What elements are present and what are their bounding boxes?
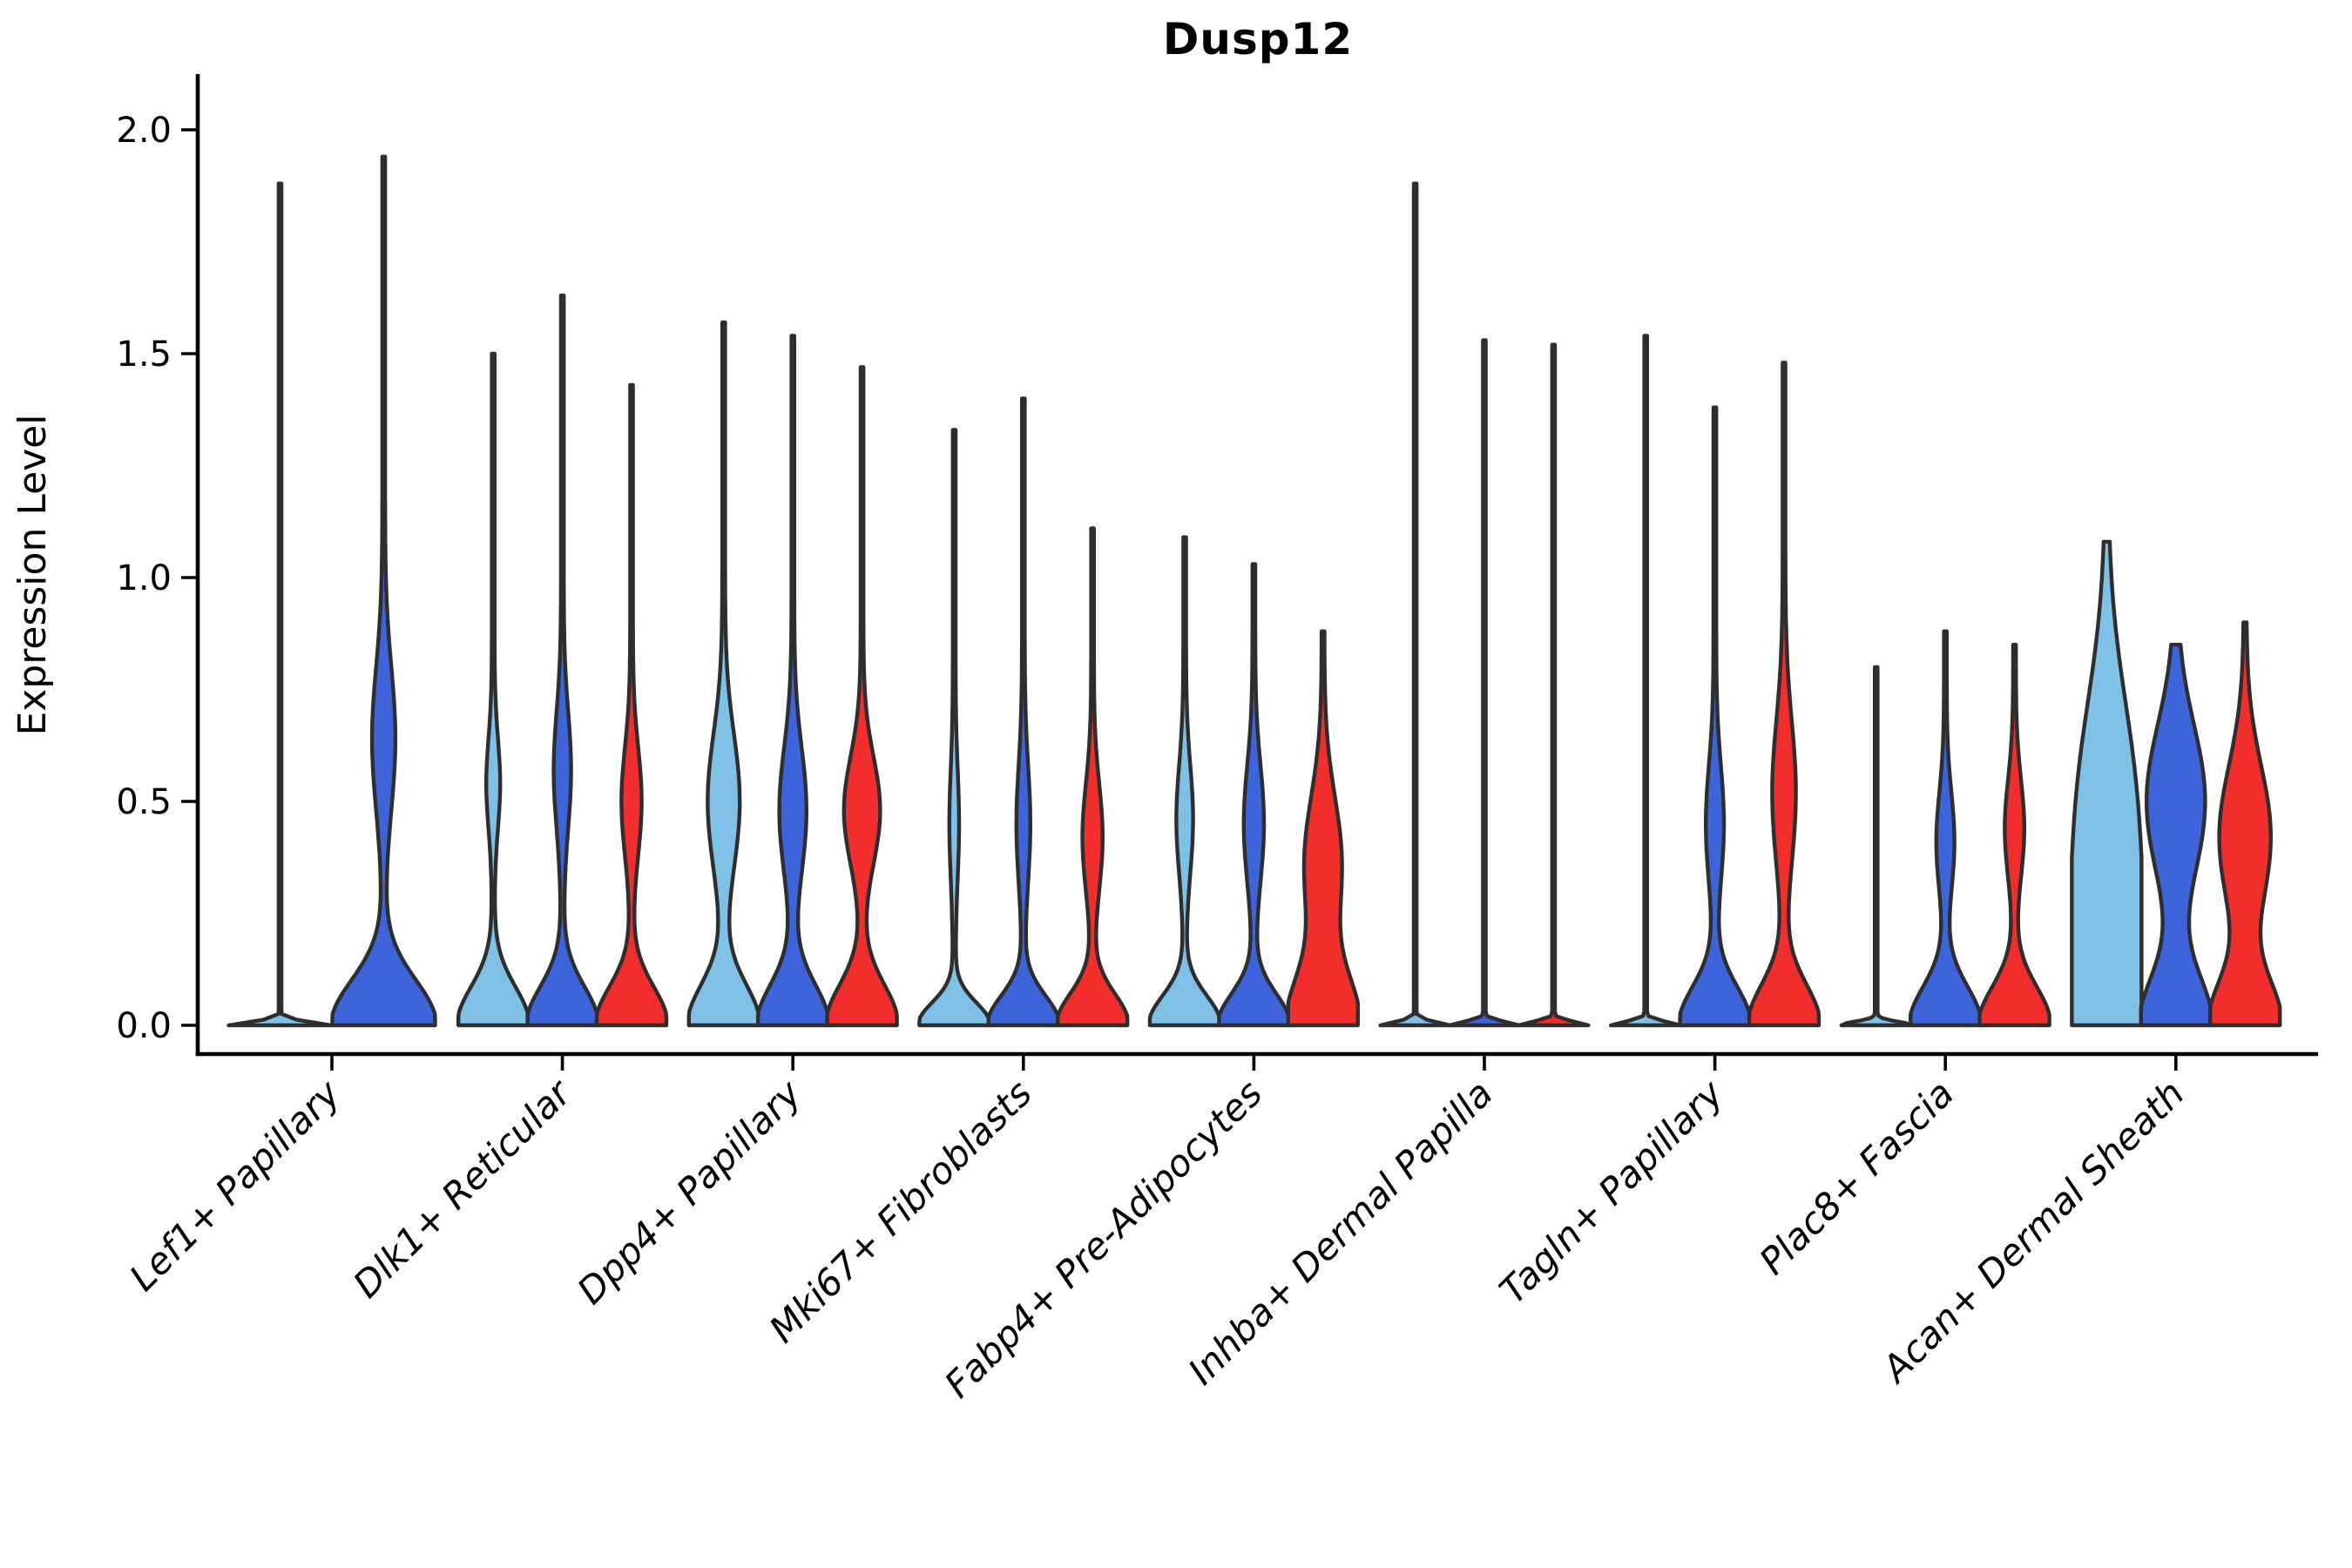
y-tick-label: 0.0 — [116, 1006, 172, 1046]
x-axis-label: Lef1+ Papillary — [121, 1071, 349, 1300]
chart-title: Dusp12 — [1162, 14, 1354, 64]
violin-mki67-split2 — [986, 396, 1060, 1028]
violin-lef1-split1 — [226, 181, 334, 1028]
x-axis-label: Mki67+ Fibroblasts — [761, 1071, 1040, 1350]
y-tick-label: 1.5 — [116, 335, 172, 375]
violin-dlk1-split2 — [525, 294, 599, 1028]
violin-dlk1-split1 — [456, 351, 531, 1028]
violin-dpp4-split3 — [825, 365, 899, 1028]
violin-mki67-split3 — [1056, 526, 1130, 1028]
violin-inhba-split2 — [1447, 338, 1522, 1028]
y-tick-label: 0.5 — [116, 782, 172, 822]
violin-plac8-split3 — [1977, 642, 2051, 1028]
x-axis-label: Plac8+ Fascia — [1751, 1071, 1962, 1282]
violin-dpp4-split1 — [686, 320, 760, 1028]
violin-dpp4-split2 — [756, 334, 830, 1028]
x-axis-label: Dlk1+ Reticular — [345, 1070, 581, 1306]
violin-plac8-split1 — [1839, 665, 1913, 1028]
x-axis-label: Tagln+ Papillary — [1491, 1071, 1733, 1313]
violin-fabp4-split3 — [1286, 629, 1360, 1028]
violin-tagln-split1 — [1609, 334, 1683, 1028]
violin-fabp4-split2 — [1217, 562, 1291, 1028]
x-axis-label: Dpp4+ Papillary — [569, 1071, 810, 1313]
violin-tagln-split2 — [1678, 405, 1752, 1028]
violin-lef1-split2 — [330, 154, 437, 1028]
violin-acan-split1 — [2070, 539, 2144, 1028]
violin-dlk1-split3 — [594, 382, 669, 1028]
violin-fabp4-split1 — [1147, 535, 1222, 1028]
violin-acan-split2 — [2139, 642, 2213, 1028]
violin-acan-split3 — [2208, 620, 2282, 1028]
y-tick-label: 2.0 — [116, 111, 172, 151]
y-tick-label: 1.0 — [116, 558, 172, 598]
violin-mki67-split1 — [917, 428, 991, 1028]
violin-tagln-split3 — [1747, 361, 1821, 1028]
violin-plac8-split2 — [1909, 629, 1983, 1028]
violin-inhba-split1 — [1378, 181, 1452, 1028]
violin-inhba-split3 — [1517, 342, 1591, 1028]
